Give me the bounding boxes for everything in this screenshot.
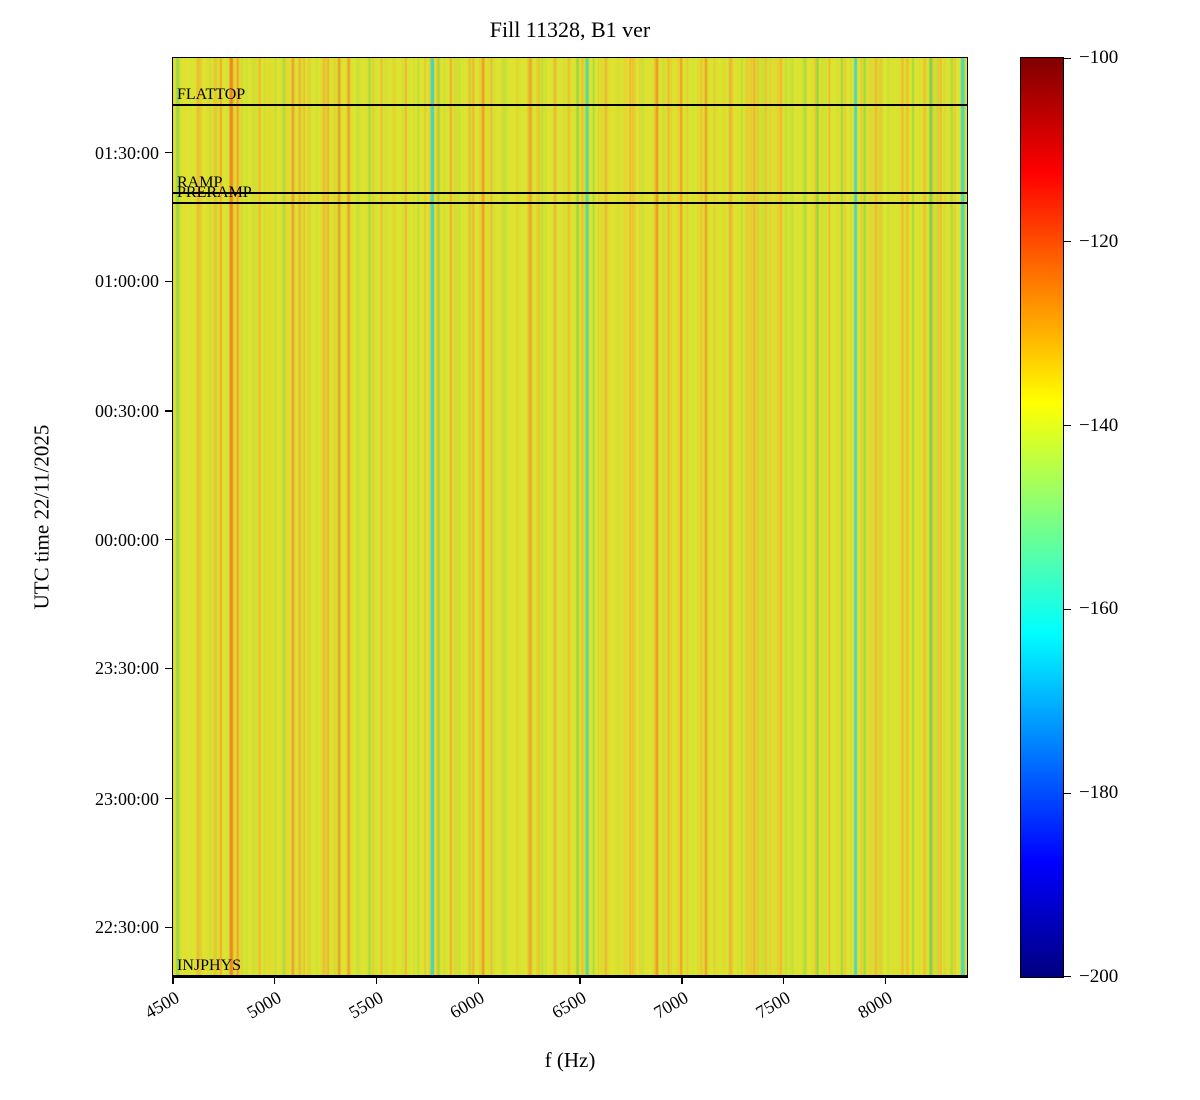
y-tick-mark xyxy=(165,798,172,800)
beam-mode-label-ramp: RAMP xyxy=(177,173,223,191)
colorbar-tick-label: −100 xyxy=(1079,47,1119,68)
beam-mode-line-injphys xyxy=(173,975,967,977)
colorbar-tick-mark xyxy=(1064,608,1071,611)
colorbar-tick-label: −120 xyxy=(1079,230,1119,252)
y-tick-mark xyxy=(165,538,172,541)
y-tick-label: 01:30:00 xyxy=(94,142,159,163)
x-tick-mark xyxy=(477,977,480,984)
y-tick-label: 00:00:00 xyxy=(94,529,159,550)
colorbar-tick-mark xyxy=(1064,792,1071,794)
x-tick-mark xyxy=(172,977,174,984)
colorbar-tick-mark xyxy=(1064,58,1071,60)
beam-mode-line-ramp xyxy=(173,191,967,194)
y-tick-mark xyxy=(165,280,172,282)
y-tick-label: 22:30:00 xyxy=(94,917,159,938)
y-tick-label: 01:00:00 xyxy=(94,271,159,292)
chart-title: Fill 11328, B1 ver xyxy=(489,17,651,42)
beam-mode-label-injphys: INJPHYS xyxy=(177,957,242,974)
colorbar-tick-label: −140 xyxy=(1079,414,1119,436)
x-tick-mark xyxy=(681,977,683,984)
y-tick-label: 23:00:00 xyxy=(94,788,159,809)
y-tick-label: 00:30:00 xyxy=(94,400,159,421)
colorbar-tick-label: −180 xyxy=(1079,782,1119,804)
x-axis-label: f (Hz) xyxy=(544,1048,596,1072)
y-tick-label: 23:30:00 xyxy=(94,658,159,679)
y-axis-label: UTC time 22/11/2025 xyxy=(29,424,54,610)
beam-mode-label-flattop: FLATTOP xyxy=(177,85,246,103)
beam-mode-line-preramp xyxy=(173,201,967,204)
y-tick-mark xyxy=(165,667,172,669)
y-tick-mark xyxy=(165,926,172,929)
x-tick-mark xyxy=(783,977,785,984)
colorbar-tick-label: −200 xyxy=(1079,966,1119,987)
plot-area: FLATTOP RAMP PRERAMP INJPHYS 01:30:00 01:00:… xyxy=(95,57,968,1022)
colorbar-tick-mark xyxy=(1064,241,1071,243)
beam-mode-label-preramp: PRERAMP xyxy=(177,183,252,201)
x-tick-mark xyxy=(884,977,887,984)
colorbar-tick-mark xyxy=(1064,424,1071,427)
colorbar: −100 −120 −140 −160 −180 −200 xyxy=(1020,48,1118,986)
x-tick-mark xyxy=(274,977,276,984)
colorbar-tick-mark xyxy=(1064,975,1071,977)
x-tick-mark xyxy=(375,977,378,984)
colorbar-gradient xyxy=(1021,58,1063,977)
spectrogram-heatmap xyxy=(173,58,967,977)
colorbar-tick-label: −160 xyxy=(1079,598,1119,620)
y-tick-mark xyxy=(165,151,172,154)
beam-mode-line-flattop xyxy=(173,103,967,106)
x-tick-mark xyxy=(579,977,581,984)
y-tick-mark xyxy=(165,410,172,412)
